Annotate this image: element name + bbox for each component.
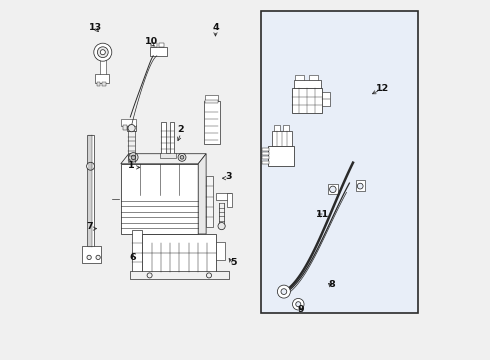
Text: 12: 12 — [376, 84, 389, 93]
Circle shape — [131, 155, 136, 159]
Bar — [132, 230, 142, 272]
Circle shape — [98, 47, 108, 58]
Bar — [100, 58, 106, 76]
Bar — [292, 88, 322, 113]
Text: 6: 6 — [129, 253, 136, 262]
Bar — [82, 246, 101, 263]
Bar — [262, 156, 269, 159]
Bar — [283, 125, 289, 131]
Bar — [322, 92, 330, 106]
Circle shape — [218, 222, 225, 230]
Bar — [170, 122, 174, 155]
Bar — [294, 80, 320, 88]
Bar — [328, 184, 338, 194]
Text: 13: 13 — [89, 22, 102, 31]
Bar — [121, 164, 198, 234]
Circle shape — [100, 50, 105, 55]
Text: 4: 4 — [212, 22, 219, 31]
Circle shape — [357, 183, 363, 189]
Text: 10: 10 — [145, 37, 158, 46]
Bar — [262, 148, 269, 151]
Circle shape — [147, 273, 152, 278]
Circle shape — [128, 125, 135, 132]
Text: 8: 8 — [328, 280, 335, 289]
Bar — [269, 146, 294, 166]
Bar — [227, 193, 232, 207]
Bar — [205, 100, 218, 103]
Circle shape — [94, 43, 112, 61]
Polygon shape — [198, 154, 206, 234]
Bar — [95, 74, 109, 83]
Bar — [216, 242, 225, 261]
Bar — [122, 119, 136, 126]
Bar — [105, 53, 109, 58]
Text: 11: 11 — [316, 210, 329, 219]
Bar — [130, 271, 229, 279]
Circle shape — [296, 302, 301, 307]
Bar — [159, 43, 164, 47]
Bar — [123, 125, 127, 130]
Bar — [149, 47, 167, 56]
Bar — [96, 53, 100, 58]
Bar — [206, 176, 213, 227]
Bar — [143, 234, 216, 272]
Bar — [127, 125, 136, 131]
Circle shape — [330, 186, 336, 193]
Bar — [216, 193, 231, 200]
Circle shape — [129, 153, 138, 162]
Circle shape — [277, 285, 291, 298]
Text: 9: 9 — [297, 305, 304, 314]
Bar — [262, 161, 269, 164]
Circle shape — [180, 156, 184, 159]
Bar — [261, 11, 418, 313]
Bar — [160, 153, 176, 158]
Bar — [87, 135, 94, 247]
Bar — [205, 95, 218, 101]
Bar — [272, 131, 292, 146]
Text: 5: 5 — [230, 258, 237, 267]
Bar — [295, 75, 304, 80]
Bar — [274, 125, 280, 131]
Text: 2: 2 — [177, 125, 184, 134]
Bar — [128, 125, 133, 130]
Bar — [151, 43, 157, 47]
Bar — [204, 101, 220, 144]
Polygon shape — [121, 154, 206, 164]
Bar — [102, 82, 106, 86]
Bar — [309, 75, 318, 80]
Bar — [356, 180, 365, 191]
Circle shape — [96, 255, 100, 260]
Circle shape — [206, 273, 212, 278]
Text: 3: 3 — [225, 172, 232, 181]
Circle shape — [281, 289, 287, 294]
Circle shape — [87, 255, 91, 260]
Bar — [262, 152, 269, 155]
Text: 7: 7 — [86, 222, 93, 231]
Circle shape — [87, 162, 95, 170]
Text: 1: 1 — [127, 161, 134, 170]
Circle shape — [178, 153, 186, 161]
Bar — [97, 82, 100, 86]
Circle shape — [293, 298, 304, 310]
Bar — [162, 122, 166, 155]
